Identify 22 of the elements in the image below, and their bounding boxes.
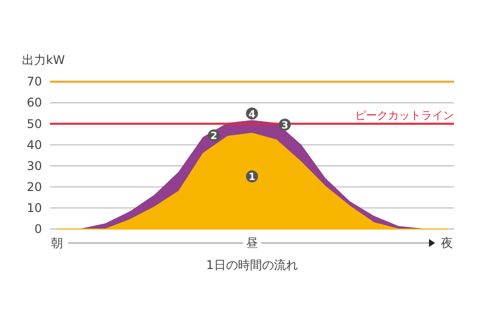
annotation: 2 — [210, 131, 218, 142]
x-tick-label: 夜 — [441, 236, 453, 250]
y-tick-label: 50 — [26, 116, 42, 131]
y-tick-label: 10 — [26, 200, 42, 215]
y-tick-label: 60 — [26, 96, 42, 110]
y-tick-label: 0 — [34, 222, 42, 236]
annotation: 1 — [248, 172, 256, 184]
x-axis-title: 1日の時間の流れ — [206, 258, 298, 272]
ref-line-label: ピークカットライン — [355, 108, 454, 122]
y-tick-label: 70 — [26, 74, 42, 89]
annotation: 4 — [248, 109, 256, 120]
annotation: 4 — [246, 107, 258, 120]
y-tick-label: 30 — [26, 158, 42, 173]
y-axis-title: 出力kW — [22, 53, 65, 67]
annotation: 2 — [208, 129, 220, 142]
annotation: 3 — [281, 120, 288, 132]
y-tick-label: 20 — [26, 180, 42, 194]
y-tick-label: 40 — [26, 138, 42, 152]
x-tick-label: 昼 — [246, 236, 258, 250]
annotation: 3 — [278, 118, 291, 132]
annotation: 1 — [246, 170, 258, 184]
x-tick-label: 朝 — [51, 236, 63, 250]
